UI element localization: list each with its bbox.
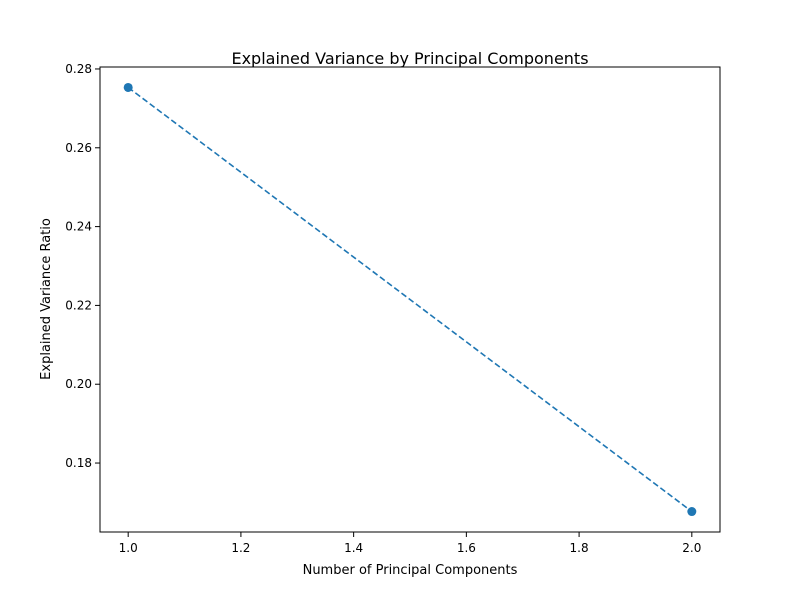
y-axis-label: Explained Variance Ratio bbox=[39, 218, 54, 380]
x-tick-label: 1.4 bbox=[344, 541, 363, 555]
y-tick-label: 0.18 bbox=[65, 456, 92, 470]
plot-frame bbox=[99, 66, 721, 533]
x-tick-label: 1.2 bbox=[231, 541, 250, 555]
x-axis-label: Number of Principal Components bbox=[303, 563, 518, 578]
data-point bbox=[687, 507, 697, 517]
x-tick-label: 1.0 bbox=[119, 541, 138, 555]
y-tick-label: 0.28 bbox=[65, 62, 92, 76]
series-layer bbox=[123, 82, 697, 517]
chart-title: Explained Variance by Principal Componen… bbox=[231, 49, 588, 68]
y-tick-label: 0.24 bbox=[65, 220, 92, 234]
y-tick-label: 0.26 bbox=[65, 141, 92, 155]
x-tick-label: 2.0 bbox=[682, 541, 701, 555]
x-tick-label: 1.8 bbox=[570, 541, 589, 555]
x-tick-label: 1.6 bbox=[457, 541, 476, 555]
ticks-layer: 1.0 1.2 1.4 1.6 1.8 2.0 0.18 0.20 0.22 0.24 0.26 0.… bbox=[65, 62, 701, 555]
y-tick-label: 0.20 bbox=[65, 377, 92, 391]
data-point bbox=[123, 82, 133, 92]
y-tick-label: 0.22 bbox=[65, 298, 92, 312]
series-line bbox=[127, 86, 693, 513]
